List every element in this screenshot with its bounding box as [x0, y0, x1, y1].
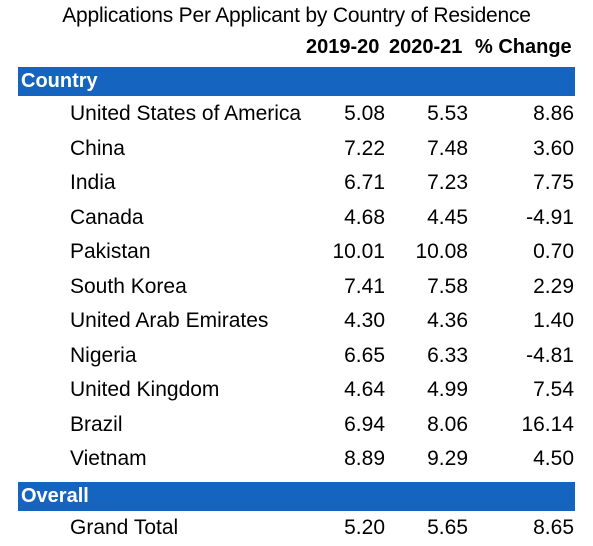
value-2019-20: 8.89 — [344, 447, 385, 470]
table-row: Canada 4.68 4.45 -4.91 — [0, 202, 593, 236]
country-name: China — [70, 137, 125, 160]
country-name: Nigeria — [70, 344, 137, 367]
country-name: United Arab Emirates — [70, 309, 269, 332]
value-2019-20: 10.01 — [332, 240, 385, 263]
value-change: -4.91 — [526, 206, 574, 229]
value-change: 3.60 — [533, 137, 574, 160]
value-2019-20: 4.30 — [344, 309, 385, 332]
table-row: South Korea 7.41 7.58 2.29 — [0, 271, 593, 305]
country-name: India — [70, 171, 116, 194]
table-row: United Arab Emirates 4.30 4.36 1.40 — [0, 305, 593, 339]
value-2020-21: 4.99 — [427, 378, 468, 401]
grand-total-2019-20: 5.20 — [344, 516, 385, 539]
table-title: Applications Per Applicant by Country of… — [62, 4, 531, 27]
value-2020-21: 7.23 — [427, 171, 468, 194]
value-2019-20: 6.94 — [344, 413, 385, 436]
grand-total-2020-21: 5.65 — [427, 516, 468, 539]
grand-total-row: Grand Total 5.20 5.65 8.65 — [0, 512, 593, 546]
value-change: 8.86 — [533, 102, 574, 125]
value-2020-21: 7.48 — [427, 137, 468, 160]
section-header-country: Country — [18, 67, 575, 96]
value-2019-20: 5.08 — [344, 102, 385, 125]
value-change: 7.75 — [533, 171, 574, 194]
country-name: United States of America — [70, 102, 302, 125]
column-header-change: % Change — [475, 36, 572, 58]
table-row: China 7.22 7.48 3.60 — [0, 133, 593, 167]
value-2020-21: 8.06 — [427, 413, 468, 436]
value-change: 16.14 — [521, 413, 574, 436]
value-2020-21: 4.45 — [427, 206, 468, 229]
country-name: Brazil — [70, 413, 123, 436]
grand-total-change: 8.65 — [533, 516, 574, 539]
value-2020-21: 7.58 — [427, 275, 468, 298]
table-row: Nigeria 6.65 6.33 -4.81 — [0, 340, 593, 374]
grand-total-label: Grand Total — [70, 516, 179, 539]
table-row: India 6.71 7.23 7.75 — [0, 167, 593, 201]
table-row: United States of America 5.08 5.53 8.86 — [0, 98, 593, 132]
table-row: Brazil 6.94 8.06 16.14 — [0, 409, 593, 443]
value-2020-21: 9.29 — [427, 447, 468, 470]
value-change: 1.40 — [533, 309, 574, 332]
value-2020-21: 5.53 — [427, 102, 468, 125]
value-2019-20: 7.41 — [344, 275, 385, 298]
column-header-2019-20: 2019-20 — [306, 36, 380, 58]
table-row: United Kingdom 4.64 4.99 7.54 — [0, 374, 593, 408]
value-2019-20: 6.71 — [344, 171, 385, 194]
value-change: 7.54 — [533, 378, 574, 401]
value-change: 4.50 — [533, 447, 574, 470]
country-name: Pakistan — [70, 240, 151, 263]
section-header-overall: Overall — [18, 482, 575, 511]
table-row: Pakistan 10.01 10.08 0.70 — [0, 236, 593, 270]
value-2020-21: 10.08 — [415, 240, 468, 263]
value-2020-21: 6.33 — [427, 344, 468, 367]
table-row: Vietnam 8.89 9.29 4.50 — [0, 443, 593, 477]
value-2019-20: 7.22 — [344, 137, 385, 160]
country-name: South Korea — [70, 275, 187, 298]
value-2019-20: 4.64 — [344, 378, 385, 401]
country-name: Canada — [70, 206, 144, 229]
value-2019-20: 4.68 — [344, 206, 385, 229]
column-header-2020-21: 2020-21 — [389, 36, 463, 58]
country-name: Vietnam — [70, 447, 147, 470]
value-2019-20: 6.65 — [344, 344, 385, 367]
country-name: United Kingdom — [70, 378, 220, 401]
value-2020-21: 4.36 — [427, 309, 468, 332]
value-change: 0.70 — [533, 240, 574, 263]
value-change: 2.29 — [533, 275, 574, 298]
value-change: -4.81 — [526, 344, 574, 367]
